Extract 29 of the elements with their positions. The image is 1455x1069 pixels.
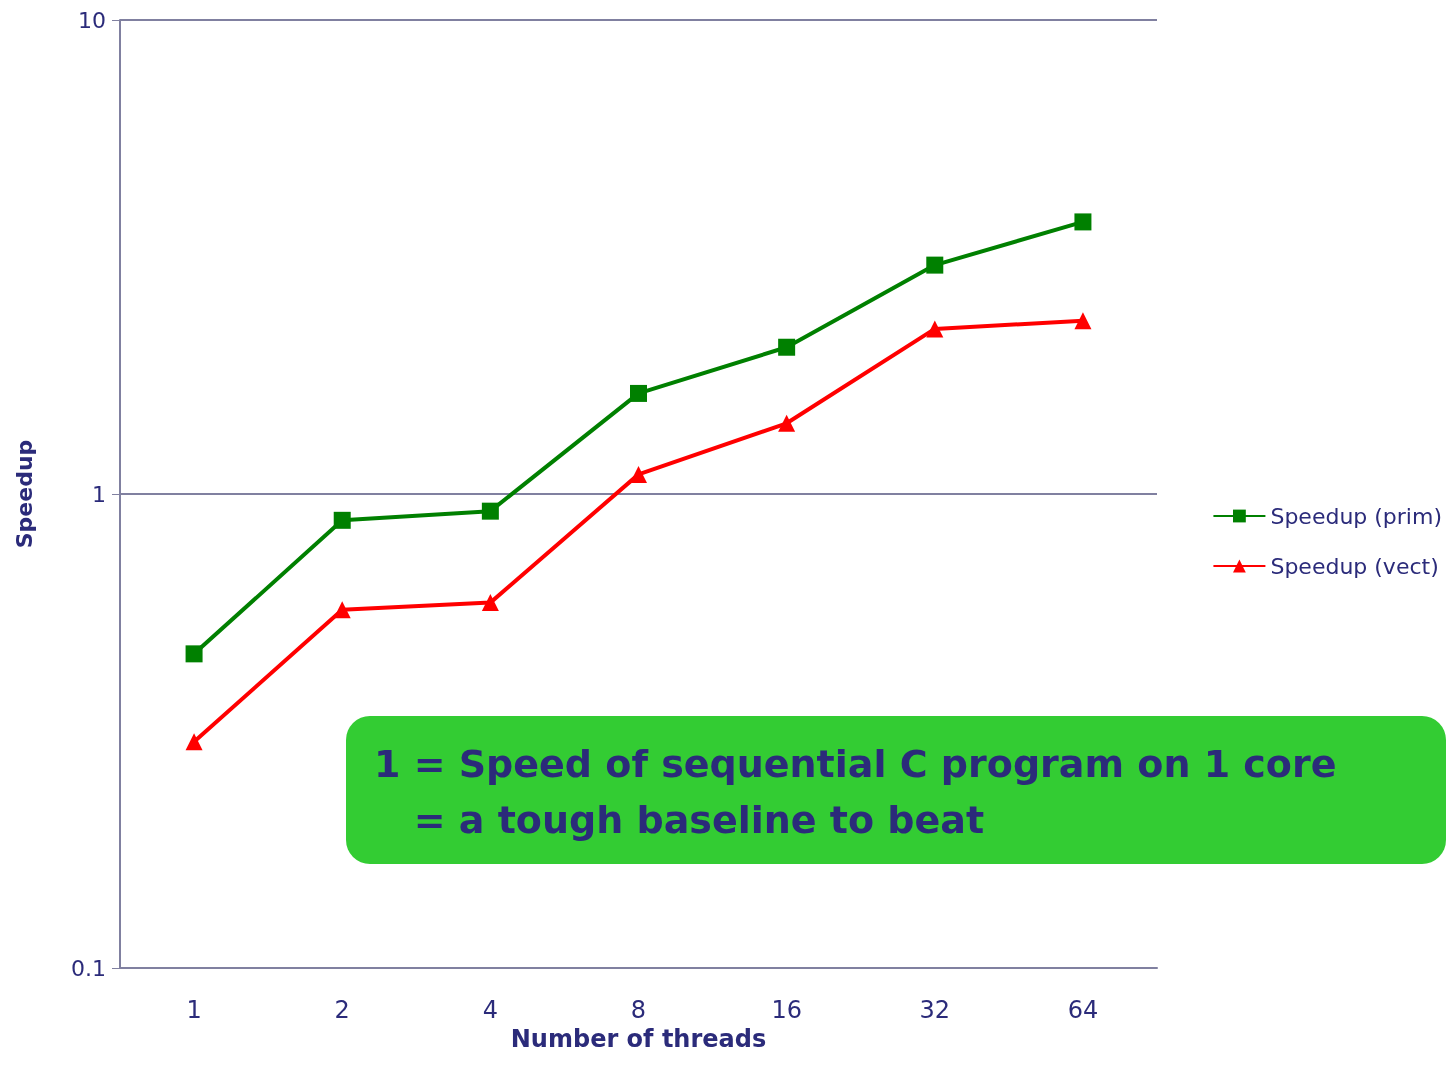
x-tick-label: 2 — [334, 996, 350, 1024]
x-tick-label: 64 — [1067, 996, 1099, 1024]
point — [333, 601, 351, 619]
point — [630, 384, 647, 402]
point — [185, 733, 203, 751]
x-tick-label: 32 — [919, 996, 951, 1024]
point — [1074, 213, 1092, 231]
point — [481, 502, 499, 520]
point — [630, 465, 647, 483]
x-tick-label: 4 — [482, 996, 498, 1024]
point — [481, 594, 499, 612]
legend-label: Speedup (prim) — [1270, 503, 1443, 529]
x-tick-label: 8 — [630, 996, 647, 1024]
point — [185, 645, 203, 663]
point — [778, 414, 796, 432]
annotation: 1 = Speed of sequential C program on 1 core = a tough baseline to beat — [374, 741, 1337, 844]
point — [778, 338, 796, 356]
legend-label: Speedup (vect) — [1270, 553, 1439, 579]
point — [333, 511, 351, 529]
y-axis-title: Speedup — [11, 439, 37, 549]
x-tick-label: 16 — [771, 996, 802, 1024]
y-tick-label: 0.1 — [71, 955, 106, 981]
x-tick-label: 1 — [186, 996, 202, 1024]
x-axis-title: Number of threads — [510, 1024, 767, 1053]
point — [926, 256, 944, 274]
y-tick-label: 10 — [78, 7, 106, 33]
y-tick-label: 1 — [92, 481, 106, 507]
point — [926, 320, 944, 338]
point — [1074, 312, 1092, 330]
